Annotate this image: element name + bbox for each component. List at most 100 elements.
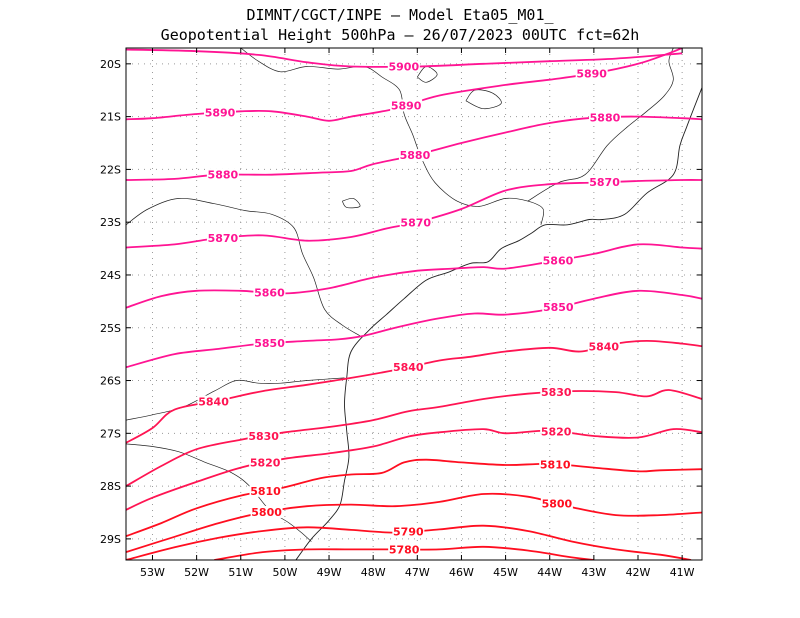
contour-label: 5880	[590, 111, 621, 124]
lon-tick-label: 50W	[272, 566, 297, 579]
contour-label-bg	[540, 497, 573, 510]
contour-label-bg	[206, 231, 239, 244]
contour-label-bg	[392, 525, 425, 538]
contour-line-5800	[126, 492, 702, 553]
contour-label-bg	[541, 254, 574, 267]
contour-label-bg	[388, 543, 421, 556]
contour-label-bg	[588, 111, 621, 124]
lon-tick-label: 44W	[537, 566, 562, 579]
state-border	[126, 443, 312, 542]
contour-label: 5850	[254, 337, 285, 350]
lon-tick-label: 49W	[317, 566, 342, 579]
contour-line-5830	[126, 389, 702, 487]
contour-line-5860	[126, 243, 702, 309]
contour-label: 5890	[205, 107, 236, 120]
contour-label: 5870	[589, 176, 620, 189]
coastline	[295, 87, 702, 560]
state-border	[240, 48, 545, 225]
map-frame	[125, 47, 703, 561]
lat-tick-label: 28S	[100, 480, 121, 493]
contour-label: 5840	[588, 340, 619, 353]
contour-label: 5870	[400, 217, 431, 230]
contour-label-bg	[392, 361, 425, 374]
contour-line-5820	[126, 428, 702, 511]
contour-label-bg	[540, 425, 573, 438]
lake-outline	[465, 89, 502, 110]
state-border	[527, 48, 674, 202]
lon-tick-label: 46W	[449, 566, 474, 579]
title-line-1: DIMNT/CGCT/INPE – Model Eta05_M01_	[246, 6, 554, 24]
lon-tick-label: 41W	[670, 566, 695, 579]
lat-tick-label: 21S	[100, 111, 121, 124]
title-line-2: Geopotential Height 500hPa – 26/07/2023 …	[160, 26, 640, 44]
contour-label-bg	[387, 60, 420, 73]
lon-tick-label: 43W	[581, 566, 606, 579]
contour-label: 5850	[543, 301, 574, 314]
contour-label: 5800	[542, 498, 573, 511]
lon-tick-label: 42W	[626, 566, 651, 579]
contour-label: 5810	[540, 458, 571, 471]
contour-label-bg	[587, 340, 620, 353]
contour-label-bg	[253, 286, 286, 299]
lake-outline	[341, 197, 361, 209]
lon-tick-label: 45W	[493, 566, 518, 579]
contour-label-bg	[249, 456, 282, 469]
contour-label-bg	[588, 176, 621, 189]
contour-label: 5870	[208, 232, 239, 245]
contour-label: 5860	[543, 254, 574, 267]
contour-label-bg	[399, 216, 432, 229]
contour-label-bg	[250, 505, 283, 518]
contour-label: 5890	[576, 68, 607, 81]
coastline-and-borders	[126, 48, 702, 560]
lon-tick-label: 53W	[140, 566, 165, 579]
contour-label-bg	[197, 395, 230, 408]
contour-label: 5810	[250, 485, 281, 498]
contour-label-bg	[540, 386, 573, 399]
lon-tick-label: 48W	[361, 566, 386, 579]
contour-label: 5820	[250, 457, 281, 470]
contour-label: 5830	[541, 386, 572, 399]
lat-tick-label: 22S	[100, 163, 121, 176]
contour-labels: 5900 5890 5890 5890 5880 5880 5880 5870 5870 5870…	[197, 60, 621, 556]
lat-tick-label: 25S	[100, 322, 121, 335]
contour-label-bg	[398, 149, 431, 162]
axis-ticks: 53W 52W 51W 50W 49W 48W 47W 46W 45W 44W 43W 42W 41W 2…	[100, 48, 702, 579]
lake-outline	[417, 66, 438, 83]
contour-label: 5880	[208, 169, 239, 182]
contour-label-bg	[247, 429, 280, 442]
contour-label: 5840	[393, 361, 424, 374]
contour-label: 5880	[400, 149, 431, 162]
contour-label-bg	[575, 67, 608, 80]
contour-label: 5840	[198, 396, 229, 409]
contour-label-bg	[204, 106, 237, 119]
lon-tick-label: 47W	[405, 566, 430, 579]
contour-label-bg	[390, 99, 423, 112]
contour-label: 5790	[393, 526, 424, 539]
contour-label: 5780	[389, 543, 420, 556]
lon-tick-label: 52W	[184, 566, 209, 579]
lat-tick-label: 20S	[100, 58, 121, 71]
lon-tick-label: 51W	[228, 566, 253, 579]
contour-label-bg	[206, 168, 239, 181]
state-border	[126, 197, 361, 336]
contour-label: 5900	[388, 60, 419, 73]
contour-label: 5830	[248, 430, 279, 443]
contour-lines	[126, 48, 702, 560]
lat-tick-label: 27S	[100, 427, 121, 440]
contour-label: 5800	[251, 506, 282, 519]
lat-tick-label: 26S	[100, 375, 121, 388]
lat-tick-label: 24S	[100, 269, 121, 282]
grid-lines	[126, 48, 702, 560]
lat-tick-label: 29S	[100, 533, 121, 546]
contour-label-bg	[253, 337, 286, 350]
contour-label-bg	[539, 458, 572, 471]
contour-line-5850	[126, 289, 702, 369]
state-border	[126, 377, 345, 421]
contour-label: 5820	[541, 425, 572, 438]
contour-label-bg	[249, 484, 282, 497]
contour-line-5810	[126, 458, 702, 538]
contour-label-bg	[542, 301, 575, 314]
contour-label: 5860	[254, 287, 285, 300]
contour-label: 5890	[391, 99, 422, 112]
